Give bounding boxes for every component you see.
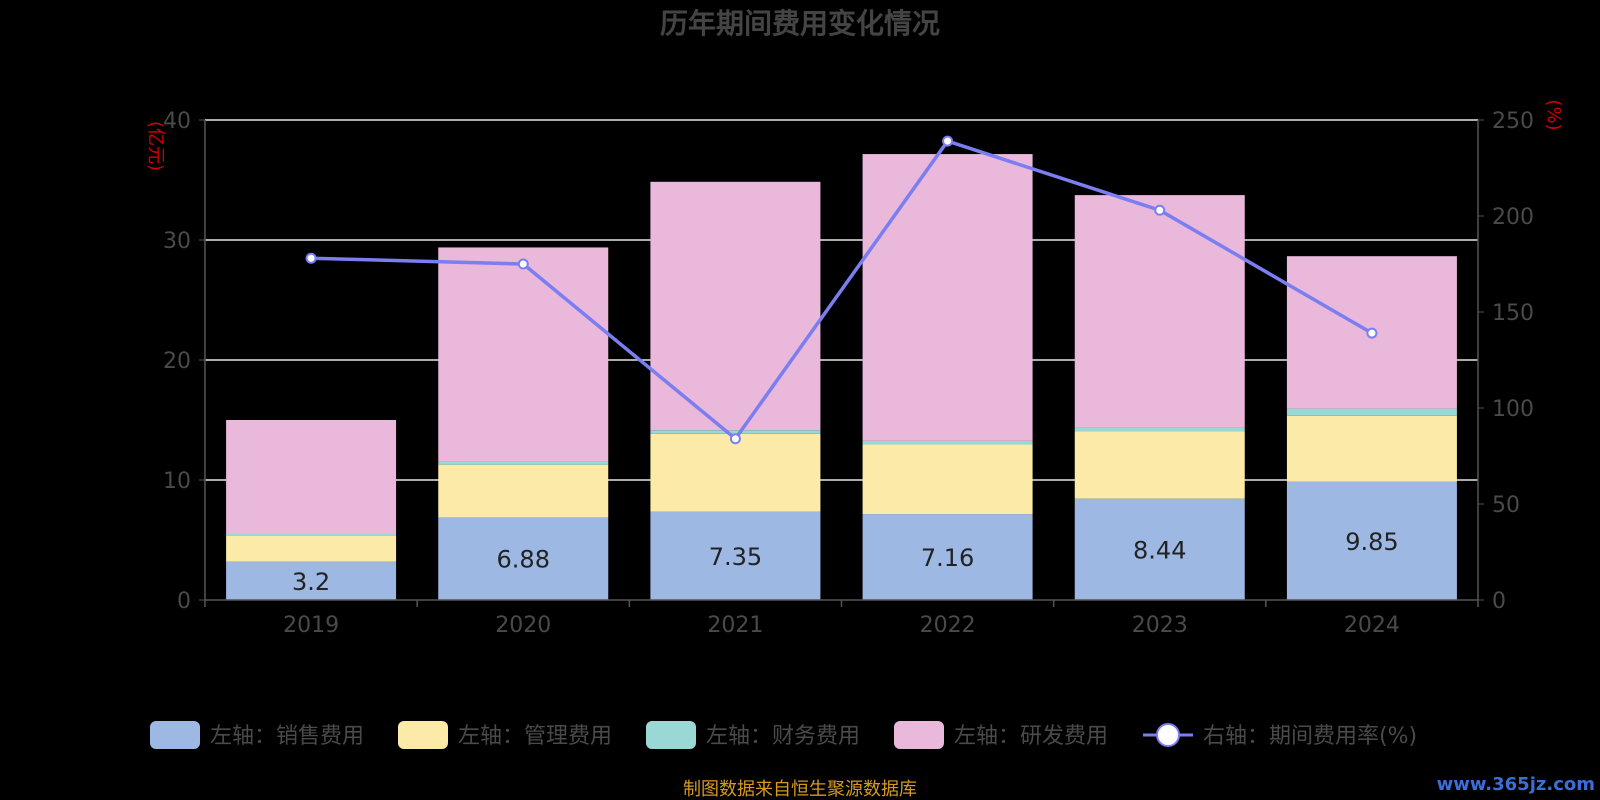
bar-segment bbox=[650, 433, 821, 512]
bar-segment bbox=[1286, 415, 1457, 482]
rate-point bbox=[729, 433, 741, 445]
legend-swatch bbox=[894, 721, 944, 749]
bar-segment bbox=[226, 535, 397, 562]
left-axis-tick-label: 20 bbox=[163, 349, 191, 374]
bar-data-label: 6.88 bbox=[497, 546, 550, 574]
bar-segment bbox=[1074, 427, 1245, 432]
source-note: 制图数据来自恒生聚源数据库 bbox=[683, 779, 917, 800]
legend-label: 左轴：财务费用 bbox=[706, 724, 860, 749]
rate-line bbox=[311, 139, 1373, 442]
right-axis-tick-label: 50 bbox=[1492, 493, 1520, 518]
legend-label: 左轴：研发费用 bbox=[954, 724, 1108, 749]
bar-segment bbox=[650, 430, 821, 434]
bar-data-label: 9.85 bbox=[1345, 528, 1398, 556]
bar-segment bbox=[862, 514, 1033, 600]
line-series bbox=[305, 135, 1378, 445]
bar-segment bbox=[650, 181, 821, 431]
legend-swatch bbox=[646, 721, 696, 749]
right-axis-tick-label: 250 bbox=[1492, 109, 1534, 134]
x-axis-tick-label: 2023 bbox=[1132, 613, 1188, 638]
left-axis-tick-label: 30 bbox=[163, 229, 191, 254]
legend-swatch bbox=[150, 721, 200, 749]
legend-label: 右轴：期间费用率(%) bbox=[1203, 724, 1417, 749]
legend: 左轴：销售费用 左轴：管理费用 左轴：财务费用 左轴：研发费用 右轴：期间费用率(%) bbox=[150, 721, 1417, 749]
left-axis-tick-label: 0 bbox=[177, 589, 191, 614]
legend-label: 左轴：管理费用 bbox=[458, 724, 612, 749]
bar-segment bbox=[438, 461, 609, 465]
bar-segment bbox=[226, 534, 397, 536]
bars bbox=[226, 154, 1457, 600]
x-axis-tick-label: 2022 bbox=[920, 613, 976, 638]
bar-segment bbox=[862, 444, 1033, 515]
bar-data-label: 7.35 bbox=[709, 543, 762, 571]
bar-segment bbox=[226, 420, 397, 534]
x-axis-tick-label: 2019 bbox=[283, 613, 339, 638]
rate-point bbox=[305, 252, 317, 264]
bar-segment bbox=[862, 440, 1033, 445]
bar-segment bbox=[438, 464, 609, 518]
left-axis-unit: (亿元) bbox=[145, 121, 166, 171]
left-axis-tick-label: 10 bbox=[163, 469, 191, 494]
bar-segment bbox=[650, 511, 821, 600]
axes: 0 10 20 30 40 0 50 100 150 200 250 2019 2020 2021 2022… bbox=[163, 109, 1534, 638]
bar-data-label: 3.2 bbox=[292, 568, 330, 596]
x-axis-tick-label: 2020 bbox=[495, 613, 551, 638]
right-axis-tick-label: 100 bbox=[1492, 397, 1534, 422]
right-axis-unit: (%) bbox=[1543, 99, 1564, 130]
bar-segment bbox=[1286, 481, 1457, 600]
bar-data-label: 7.16 bbox=[921, 544, 974, 572]
bar-segment bbox=[862, 154, 1033, 441]
left-axis-tick-label: 40 bbox=[163, 109, 191, 134]
right-axis-tick-label: 150 bbox=[1492, 301, 1534, 326]
bar-segment bbox=[1074, 195, 1245, 428]
bar-segment bbox=[226, 561, 397, 600]
bar-segment bbox=[1074, 431, 1245, 499]
x-axis-tick-label: 2021 bbox=[707, 613, 763, 638]
bar-segment bbox=[1286, 408, 1457, 416]
right-axis-tick-label: 0 bbox=[1492, 589, 1506, 614]
rate-point bbox=[1366, 327, 1378, 339]
legend-swatch bbox=[398, 721, 448, 749]
bar-segment bbox=[438, 247, 609, 462]
rate-point bbox=[1154, 204, 1166, 216]
bar-segment bbox=[438, 517, 609, 600]
right-axis-tick-label: 200 bbox=[1492, 205, 1534, 230]
chart-title: 历年期间费用变化情况 bbox=[660, 7, 940, 40]
x-axis-tick-label: 2024 bbox=[1344, 613, 1400, 638]
watermark: www.365jz.com bbox=[1437, 774, 1595, 795]
bar-data-label: 8.44 bbox=[1133, 536, 1186, 564]
legend-point-swatch bbox=[1156, 723, 1180, 747]
legend-label: 左轴：销售费用 bbox=[210, 724, 364, 749]
rate-point bbox=[942, 135, 954, 147]
bar-segment bbox=[1074, 498, 1245, 600]
grid bbox=[205, 119, 1478, 481]
data-labels: 3.2 6.88 7.35 7.16 8.44 9.85 bbox=[292, 528, 1399, 596]
rate-point bbox=[517, 258, 529, 270]
